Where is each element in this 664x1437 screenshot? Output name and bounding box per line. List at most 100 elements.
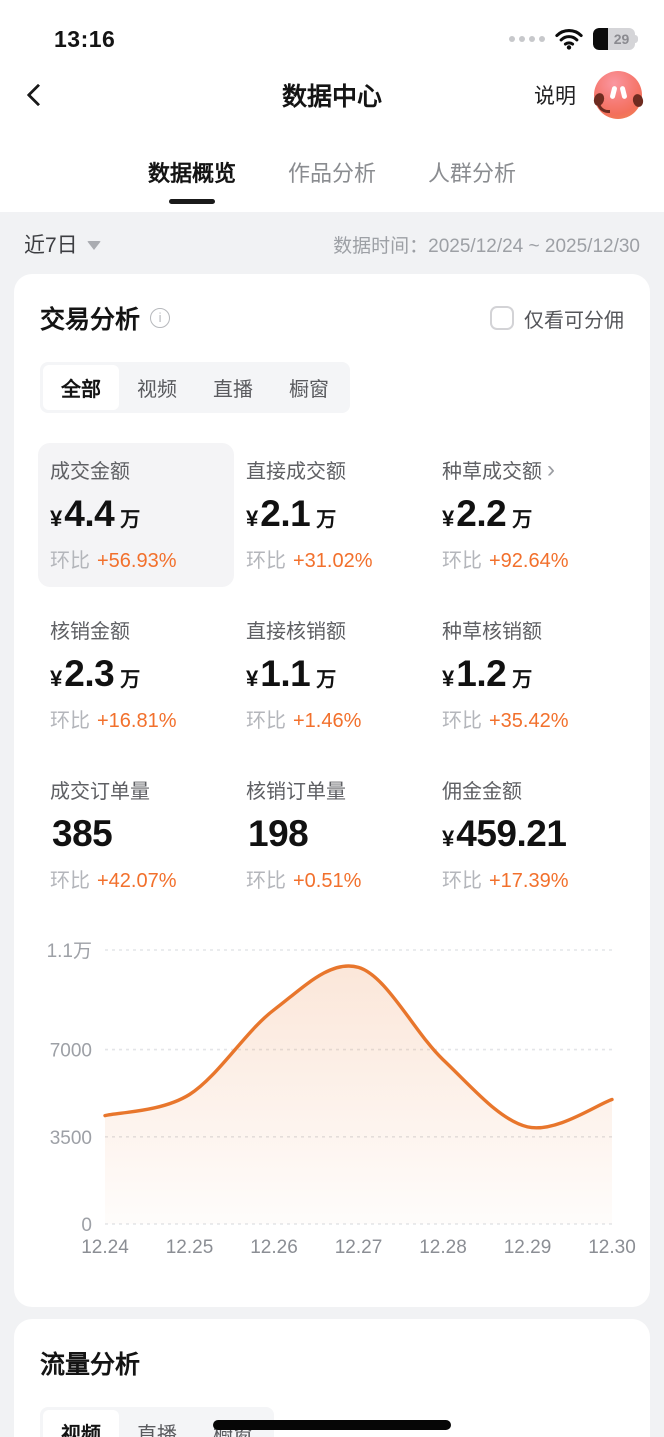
metric-unit: 万 — [512, 509, 533, 531]
metric-label-row: 核销订单量 — [246, 775, 418, 804]
ratio-caption: 环比 — [50, 870, 90, 892]
ratio-change: +0.51% — [293, 870, 362, 892]
metric-number: 198 — [248, 813, 309, 854]
ratio-caption: 环比 — [442, 550, 482, 572]
top-tab-1[interactable]: 数据概览 — [148, 156, 236, 204]
traffic-analysis-title: 流量分析 — [40, 1351, 141, 1379]
metric-label: 直接核销额 — [246, 621, 346, 643]
traffic-segment-2[interactable]: 直播 — [137, 1424, 177, 1437]
metric-number: 2.3 — [64, 653, 115, 694]
metric-card-8[interactable]: 核销订单量 198 环比 +0.51% — [234, 763, 430, 907]
ratio-caption: 环比 — [442, 870, 482, 892]
ratio-caption: 环比 — [246, 710, 286, 732]
commission-checkbox[interactable] — [490, 306, 514, 330]
top-tab-2[interactable]: 作品分析 — [288, 156, 376, 188]
ratio-change: +92.64% — [489, 550, 569, 572]
currency-symbol: ¥ — [50, 506, 63, 531]
metric-value: ¥459.21 — [442, 813, 614, 855]
metric-label-row: 直接成交额 — [246, 455, 418, 484]
metric-label-row: 核销金额 — [50, 615, 222, 644]
avatar-headset-right — [631, 92, 645, 109]
nav-right-group: 说明 — [534, 71, 645, 119]
svg-text:12.26: 12.26 — [250, 1237, 298, 1258]
battery-percent: 29 — [613, 31, 630, 47]
metric-card-5[interactable]: 直接核销额 ¥1.1 万环比 +1.46% — [234, 603, 430, 747]
trade-segment-1[interactable]: 全部 — [43, 365, 119, 410]
commission-filter[interactable]: 仅看可分佣 — [490, 304, 624, 333]
date-range-selector[interactable]: 近7日 — [24, 229, 101, 259]
metric-value: ¥1.1 万 — [246, 653, 418, 695]
back-button[interactable] — [22, 75, 62, 115]
currency-symbol: ¥ — [50, 666, 63, 691]
trend-chart[interactable]: 1.1万 7000 3500 0 12.24 12.25 12.26 12.27 12.28 12… — [14, 923, 650, 1271]
metric-value: ¥2.2 万 — [442, 493, 614, 535]
trade-segment-2[interactable]: 视频 — [137, 379, 177, 401]
battery-body: 29 — [593, 28, 635, 50]
svg-text:1.1万: 1.1万 — [47, 941, 92, 962]
metric-label: 直接成交额 — [246, 461, 346, 483]
avatar[interactable] — [592, 71, 645, 119]
metric-label-row: 种草成交额 › — [442, 455, 614, 484]
metric-value: ¥2.3 万 — [50, 653, 222, 695]
svg-text:12.30: 12.30 — [588, 1237, 636, 1258]
metric-unit: 万 — [120, 669, 141, 691]
status-bar: 13:16 29 — [0, 0, 664, 58]
trade-analysis-title: 交易分析 — [40, 306, 141, 334]
metric-unit: 万 — [316, 669, 337, 691]
traffic-segment-1[interactable]: 视频 — [43, 1410, 119, 1437]
metric-label: 核销订单量 — [246, 781, 346, 803]
cellular-signal-icon — [509, 36, 545, 42]
currency-symbol: ¥ — [442, 826, 455, 851]
metric-label: 种草成交额 — [442, 461, 542, 483]
metric-unit: 万 — [316, 509, 337, 531]
chevron-left-icon — [26, 83, 50, 107]
svg-text:12.25: 12.25 — [166, 1237, 214, 1258]
info-icon[interactable]: i — [150, 308, 171, 328]
metric-card-3[interactable]: 种草成交额 › ¥2.2 万环比 +92.64% — [430, 443, 626, 587]
metric-label: 成交订单量 — [50, 781, 150, 803]
metric-number: 459.21 — [456, 813, 567, 854]
top-tab-3[interactable]: 人群分析 — [428, 156, 516, 188]
metric-card-9[interactable]: 佣金金额 ¥459.21 环比 +17.39% — [430, 763, 626, 907]
svg-text:0: 0 — [81, 1215, 92, 1236]
svg-text:12.24: 12.24 — [81, 1237, 129, 1258]
metric-card-4[interactable]: 核销金额 ¥2.3 万环比 +16.81% — [38, 603, 234, 747]
commission-filter-label: 仅看可分佣 — [524, 309, 624, 332]
tab-label: 人群分析 — [428, 161, 517, 186]
help-link[interactable]: 说明 — [534, 85, 576, 108]
metric-card-7[interactable]: 成交订单量 385 环比 +42.07% — [38, 763, 234, 907]
data-time-caption: 数据时间： — [333, 235, 429, 257]
top-white-section: 13:16 29 数据中心 — [0, 0, 664, 212]
metric-label-row: 成交订单量 — [50, 775, 222, 804]
ratio-caption: 环比 — [246, 870, 286, 892]
ratio-change: +56.93% — [97, 550, 177, 572]
metric-unit: 万 — [512, 669, 533, 691]
ratio-caption: 环比 — [50, 710, 90, 732]
metric-ratio-row: 环比 +16.81% — [50, 704, 222, 733]
avatar-headset-mic — [597, 102, 610, 113]
svg-text:12.28: 12.28 — [419, 1237, 467, 1258]
metric-value: 385 — [50, 813, 222, 855]
currency-symbol: ¥ — [442, 506, 455, 531]
currency-symbol: ¥ — [442, 666, 455, 691]
trade-segment-4[interactable]: 橱窗 — [289, 379, 329, 401]
chevron-right-icon: › — [547, 455, 555, 483]
metric-ratio-row: 环比 +17.39% — [442, 864, 614, 893]
avatar-eye-left — [609, 85, 618, 100]
avatar-eye-right — [619, 85, 628, 100]
metric-card-2[interactable]: 直接成交额 ¥2.1 万环比 +31.02% — [234, 443, 430, 587]
date-range-label: 近7日 — [24, 234, 78, 257]
battery-cap — [635, 35, 638, 43]
metric-card-6[interactable]: 种草核销额 ¥1.2 万环比 +35.42% — [430, 603, 626, 747]
wifi-icon — [555, 29, 583, 50]
svg-text:12.27: 12.27 — [335, 1237, 383, 1258]
home-indicator[interactable] — [213, 1420, 451, 1430]
trade-segment-3[interactable]: 直播 — [213, 379, 253, 401]
metric-ratio-row: 环比 +0.51% — [246, 864, 418, 893]
trend-chart-svg: 1.1万 7000 3500 012.24 12.25 12.26 12.27 12.28 12… — [47, 941, 636, 1258]
metric-card-1[interactable]: 成交金额 ¥4.4 万环比 +56.93% — [38, 443, 234, 587]
svg-text:12.29: 12.29 — [504, 1237, 552, 1258]
ratio-change: +17.39% — [489, 870, 569, 892]
svg-text:3500: 3500 — [50, 1128, 92, 1149]
